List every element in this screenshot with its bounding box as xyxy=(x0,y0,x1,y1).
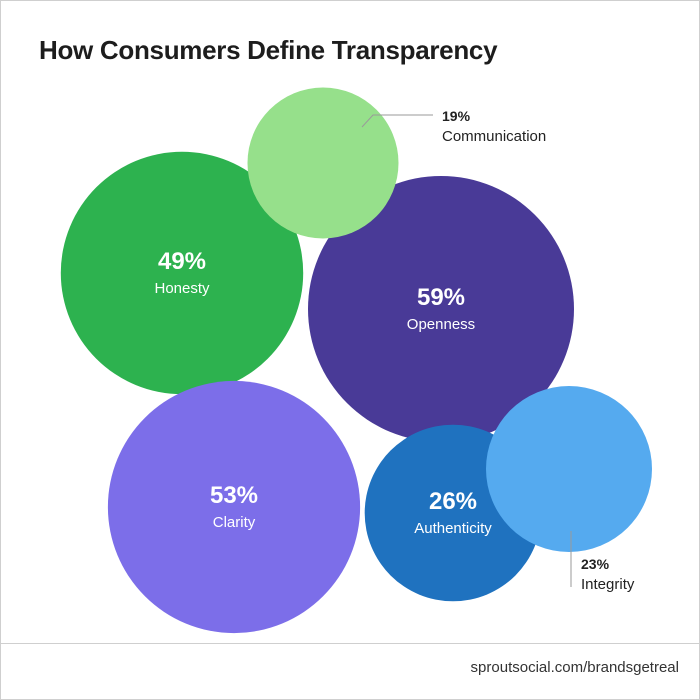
bubble-label-authenticity: Authenticity xyxy=(414,520,492,537)
bubble-value-clarity: 53% xyxy=(210,482,258,509)
source-credit: sproutsocial.com/brandsgetreal xyxy=(470,659,679,676)
bubble-integrity xyxy=(486,386,652,552)
leader-line-communication xyxy=(361,114,433,128)
bubble-clarity xyxy=(107,380,361,634)
bubble-label-clarity: Clarity xyxy=(213,514,256,531)
bubble-openness xyxy=(308,176,574,442)
bubble-label-honesty: Honesty xyxy=(154,280,210,297)
bubble-chart: 49% Honesty 59% Openness 53% Clarity 26% Authen… xyxy=(60,87,652,634)
bubble-value-integrity: 23% xyxy=(581,556,610,572)
bubble-value-authenticity: 26% xyxy=(429,488,477,515)
bubble-honesty xyxy=(60,151,304,395)
bubble-value-communication: 19% xyxy=(442,108,471,124)
bubble-label-integrity: Integrity xyxy=(581,576,635,593)
bubble-value-honesty: 49% xyxy=(158,248,206,275)
bubble-label-communication: Communication xyxy=(442,128,546,145)
chart-title: How Consumers Define Transparency xyxy=(39,35,498,65)
bubble-communication xyxy=(247,87,399,239)
bubble-value-openness: 59% xyxy=(417,284,465,311)
footer-divider xyxy=(1,643,699,644)
bubble-label-openness: Openness xyxy=(407,316,475,333)
